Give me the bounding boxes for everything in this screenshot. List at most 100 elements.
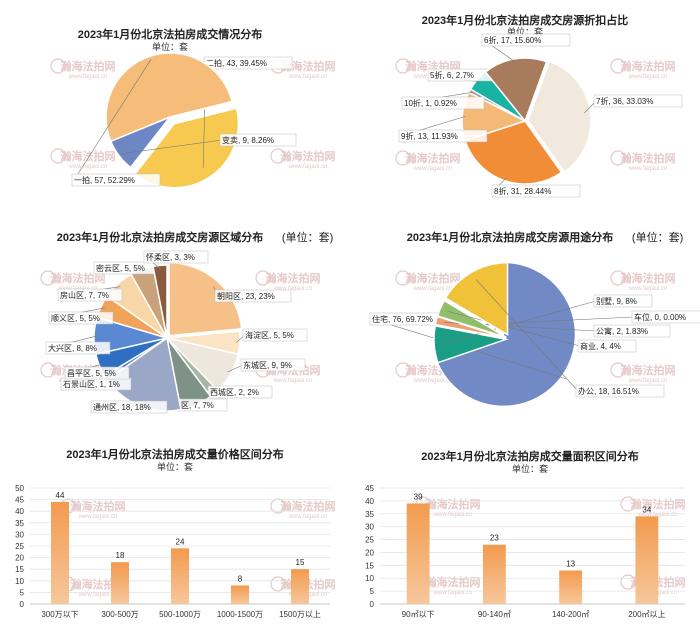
data-label-box — [398, 129, 488, 143]
y-tick-label: 50 — [15, 484, 24, 493]
data-label: 6折, 17, 15.60% — [484, 35, 541, 45]
chart-title: 2023年1月份北京法拍房成交量面积区间分布 — [421, 449, 639, 463]
bar — [559, 570, 583, 604]
watermark-text: 瀚海法拍网 — [621, 59, 676, 73]
watermark-text: 瀚海法拍网 — [426, 575, 481, 589]
data-label-box — [143, 250, 209, 264]
data-label-box — [242, 328, 308, 342]
chart-area-range: 瀚海法拍网www.fagaoi.cn瀚海法拍网www.fagaoi.cn瀚海法拍… — [365, 449, 685, 619]
x-tick-label: 300-500万 — [101, 610, 138, 619]
data-label-box — [575, 384, 665, 398]
x-tick-label: 500-1000万 — [159, 610, 201, 619]
data-label: 车位, 0, 0.00% — [634, 312, 686, 322]
pie-slice — [464, 120, 563, 185]
y-tick-label: 30 — [365, 523, 374, 532]
chart-discount: 瀚海法拍网www.fagaoi.cn瀚海法拍网www.fagaoi.cn瀚海法拍… — [395, 13, 683, 198]
watermark-url: www.fagaoi.cn — [433, 512, 473, 518]
watermark-url: www.fagaoi.cn — [433, 590, 473, 596]
data-label: 海淀区, 5, 5% — [245, 330, 294, 340]
bar — [482, 544, 506, 604]
data-label: 通州区, 18, 18% — [93, 402, 151, 412]
chart-subtitle: 单位：套 — [157, 461, 193, 472]
data-label-box — [214, 289, 292, 303]
watermark-text: 瀚海法拍网 — [281, 149, 336, 163]
panel-discount: 瀚海法拍网www.fagaoi.cn瀚海法拍网www.fagaoi.cn瀚海法拍… — [350, 0, 700, 214]
watermark-url: www.fagaoi.cn — [288, 514, 328, 520]
bar-value-label: 8 — [238, 574, 243, 583]
bar-value-label: 44 — [56, 491, 65, 500]
data-label-box — [593, 294, 653, 308]
y-tick-label: 40 — [365, 497, 374, 506]
data-label: 9折, 13, 11.93% — [401, 131, 458, 141]
data-label: 顺义区, 5, 5% — [51, 314, 100, 323]
chart-subtitle: (单位：套) — [632, 230, 683, 244]
watermark-url: www.fagaoi.cn — [628, 74, 668, 80]
bar-value-label: 39 — [414, 492, 423, 501]
watermark-logo-icon — [270, 148, 286, 164]
watermark-logo-icon — [395, 150, 411, 166]
watermark-text: 瀚海法拍网 — [406, 271, 461, 285]
data-label-box — [577, 339, 637, 353]
pie-slice — [444, 261, 509, 336]
data-label-box — [593, 94, 683, 108]
watermark-url: www.fagaoi.cn — [628, 286, 668, 292]
pie-slice — [152, 264, 168, 339]
watermark-logo-icon — [395, 58, 411, 74]
data-label-box — [240, 358, 306, 372]
pie-slice — [434, 261, 577, 408]
x-tick-label: 300万以下 — [41, 610, 78, 619]
chart-subtitle: 单位：套 — [512, 463, 548, 474]
y-tick-label: 35 — [365, 510, 374, 519]
chart-district: 瀚海法拍网www.fagaoi.cn瀚海法拍网www.fagaoi.cn瀚海法拍… — [40, 230, 333, 414]
bar — [51, 501, 69, 604]
chart-title: 2023年1月份北京法拍房成交量价格区间分布 — [66, 447, 284, 461]
watermark-text: 瀚海法拍网 — [61, 149, 116, 163]
watermark-text: 瀚海法拍网 — [426, 497, 481, 511]
panel-district: 瀚海法拍网www.fagaoi.cn瀚海法拍网www.fagaoi.cn瀚海法拍… — [0, 214, 350, 428]
data-label: 公寓, 2, 1.83% — [596, 326, 648, 336]
x-tick-label: 90㎡以下 — [402, 610, 435, 619]
leader-line — [447, 310, 581, 347]
data-label-box — [90, 400, 168, 414]
chart-title: 2023年1月份北京法拍房成交房源折扣占比 — [422, 13, 629, 27]
watermark-logo-icon — [395, 270, 411, 286]
watermark-text: 瀚海法拍网 — [266, 271, 321, 285]
chart-subtitle: 单位：套 — [507, 26, 543, 37]
x-tick-label: 200㎡以上 — [628, 610, 665, 619]
panel-area-range: 瀚海法拍网 www.fagaoi.cn 瀚海法拍网 www.fagaoi.cn 瀚海法拍… — [350, 428, 700, 642]
data-label: 房山区, 7, 7% — [60, 290, 109, 300]
watermark-url: www.fagaoi.cn — [288, 74, 328, 80]
watermark-logo-icon — [270, 498, 286, 514]
y-tick-label: 25 — [365, 536, 374, 545]
data-label: 怀柔区, 3, 3% — [146, 252, 195, 262]
chart-subtitle: (单位：套) — [282, 230, 333, 244]
data-label: 密云区, 5, 5% — [96, 263, 145, 273]
bar-value-label: 13 — [566, 559, 575, 568]
data-label: 7折, 36, 33.03% — [596, 96, 653, 106]
bar-value-label: 18 — [116, 551, 125, 560]
y-tick-label: 10 — [365, 574, 374, 583]
watermark-text: 瀚海法拍网 — [281, 499, 336, 513]
leader-line — [73, 59, 152, 181]
data-label: 丰台区, 7, 7% — [165, 400, 214, 410]
watermark-url: www.fagaoi.cn — [273, 286, 313, 292]
data-label-box — [401, 96, 485, 110]
data-label-box — [631, 310, 700, 324]
x-tick-label: 1500万以上 — [279, 610, 321, 619]
watermark-logo-icon — [50, 58, 66, 74]
watermark-text: 瀚海法拍网 — [621, 151, 676, 165]
chart-usage: 瀚海法拍网www.fagaoi.cn瀚海法拍网www.fagaoi.cn瀚海法拍… — [369, 230, 700, 408]
y-tick-label: 45 — [365, 484, 374, 493]
watermark-url: www.fagaoi.cn — [273, 378, 313, 384]
y-tick-label: 10 — [15, 577, 24, 586]
watermark-url: www.fagaoi.cn — [413, 166, 453, 172]
data-label: 8折, 31, 28.44% — [494, 186, 551, 196]
data-label: 办公, 18, 16.51% — [578, 386, 639, 396]
watermark-text: 瀚海法拍网 — [61, 59, 116, 73]
y-tick-label: 35 — [15, 519, 24, 528]
y-tick-label: 5 — [370, 587, 375, 596]
watermark-url: www.fagaoi.cn — [413, 286, 453, 292]
chart-title: 2023年1月份北京法拍房成交房源用途分布 — [407, 230, 614, 244]
watermark-logo-icon — [610, 150, 626, 166]
chart-title: 2023年1月份北京法拍房成交情况分布 — [78, 27, 263, 41]
